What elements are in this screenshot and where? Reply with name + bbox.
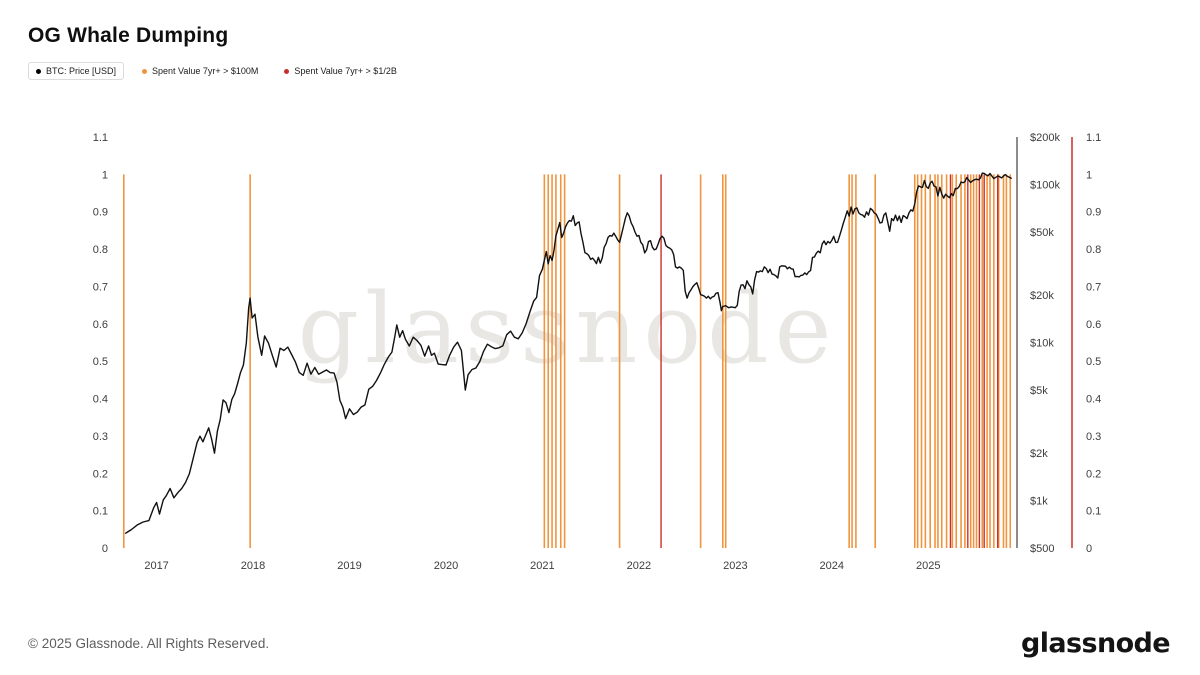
right-axis-label: 0.8 <box>1086 244 1101 256</box>
left-axis-label: 0.7 <box>93 281 108 293</box>
left-axis-label: 1 <box>102 169 108 181</box>
price-axis-label: $50k <box>1030 227 1054 239</box>
x-axis-label: 2019 <box>337 560 361 572</box>
legend-dot-icon <box>284 68 290 74</box>
legend-item-0[interactable]: BTC: Price [USD] <box>28 62 125 80</box>
x-axis-label: 2022 <box>627 560 651 572</box>
page-title: OG Whale Dumping <box>28 24 229 47</box>
legend-item-1[interactable]: Spent Value 7yr+ > $100M <box>134 62 266 80</box>
x-axis-label: 2018 <box>241 560 265 572</box>
copyright-text: © 2025 Glassnode. All Rights Reserved. <box>28 636 270 651</box>
chart-header: OG Whale Dumping BTC: Price [USD] Spent V… <box>28 24 405 80</box>
left-axis-label: 0.4 <box>93 394 108 406</box>
left-axis-label: 0.8 <box>93 244 108 256</box>
price-axis-label: $20k <box>1030 290 1054 302</box>
right-axis-label: 0.1 <box>1086 506 1101 518</box>
legend-label: BTC: Price [USD] <box>46 66 117 76</box>
right-axis-label: 0.5 <box>1086 356 1101 368</box>
x-axis-label: 2024 <box>820 560 844 572</box>
price-axis-label: $10k <box>1030 338 1054 350</box>
left-axis-label: 0.2 <box>93 468 108 480</box>
x-axis-label: 2021 <box>530 560 554 572</box>
right-axis-label: 0.3 <box>1086 431 1101 443</box>
left-axis-label: 0.1 <box>93 506 108 518</box>
price-axis-label: $1k <box>1030 495 1048 507</box>
right-axis-label: 0.4 <box>1086 394 1101 406</box>
legend-label: Spent Value 7yr+ > $100M <box>152 66 259 76</box>
legend-label: Spent Value 7yr+ > $1/2B <box>294 66 397 76</box>
right-axis-label: 0 <box>1086 543 1092 555</box>
right-axis-label: 0.2 <box>1086 468 1101 480</box>
price-axis-label: $100k <box>1030 180 1060 192</box>
x-axis-label: 2023 <box>723 560 747 572</box>
left-axis-label: 0.9 <box>93 207 108 219</box>
price-axis-label: $200k <box>1030 132 1060 144</box>
btc-price-line <box>124 172 1012 534</box>
right-axis-label: 1 <box>1086 169 1092 181</box>
legend-dot-icon <box>36 68 41 74</box>
x-axis-label: 2020 <box>434 560 458 572</box>
left-axis-label: 1.1 <box>93 132 108 144</box>
left-axis-label: 0.3 <box>93 431 108 443</box>
right-axis-label: 0.7 <box>1086 281 1101 293</box>
legend-item-2[interactable]: Spent Value 7yr+ > $1/2B <box>276 62 404 80</box>
right-axis-label: 0.9 <box>1086 207 1101 219</box>
left-axis-label: 0.5 <box>93 356 108 368</box>
x-axis-label: 2025 <box>916 560 940 572</box>
price-axis-label: $500 <box>1030 543 1054 555</box>
price-axis-label: $5k <box>1030 385 1048 397</box>
legend-dot-icon <box>142 68 148 74</box>
legend: BTC: Price [USD] Spent Value 7yr+ > $100M… <box>28 62 405 80</box>
price-axis-label: $2k <box>1030 448 1048 460</box>
watermark-text: glassnode <box>298 273 838 385</box>
glassnode-logo: glassnode <box>1021 628 1171 659</box>
left-axis-label: 0 <box>102 543 108 555</box>
right-axis-label: 0.6 <box>1086 319 1101 331</box>
x-axis-label: 2017 <box>144 560 168 572</box>
left-axis-label: 0.6 <box>93 319 108 331</box>
right-axis-label: 1.1 <box>1086 132 1101 144</box>
